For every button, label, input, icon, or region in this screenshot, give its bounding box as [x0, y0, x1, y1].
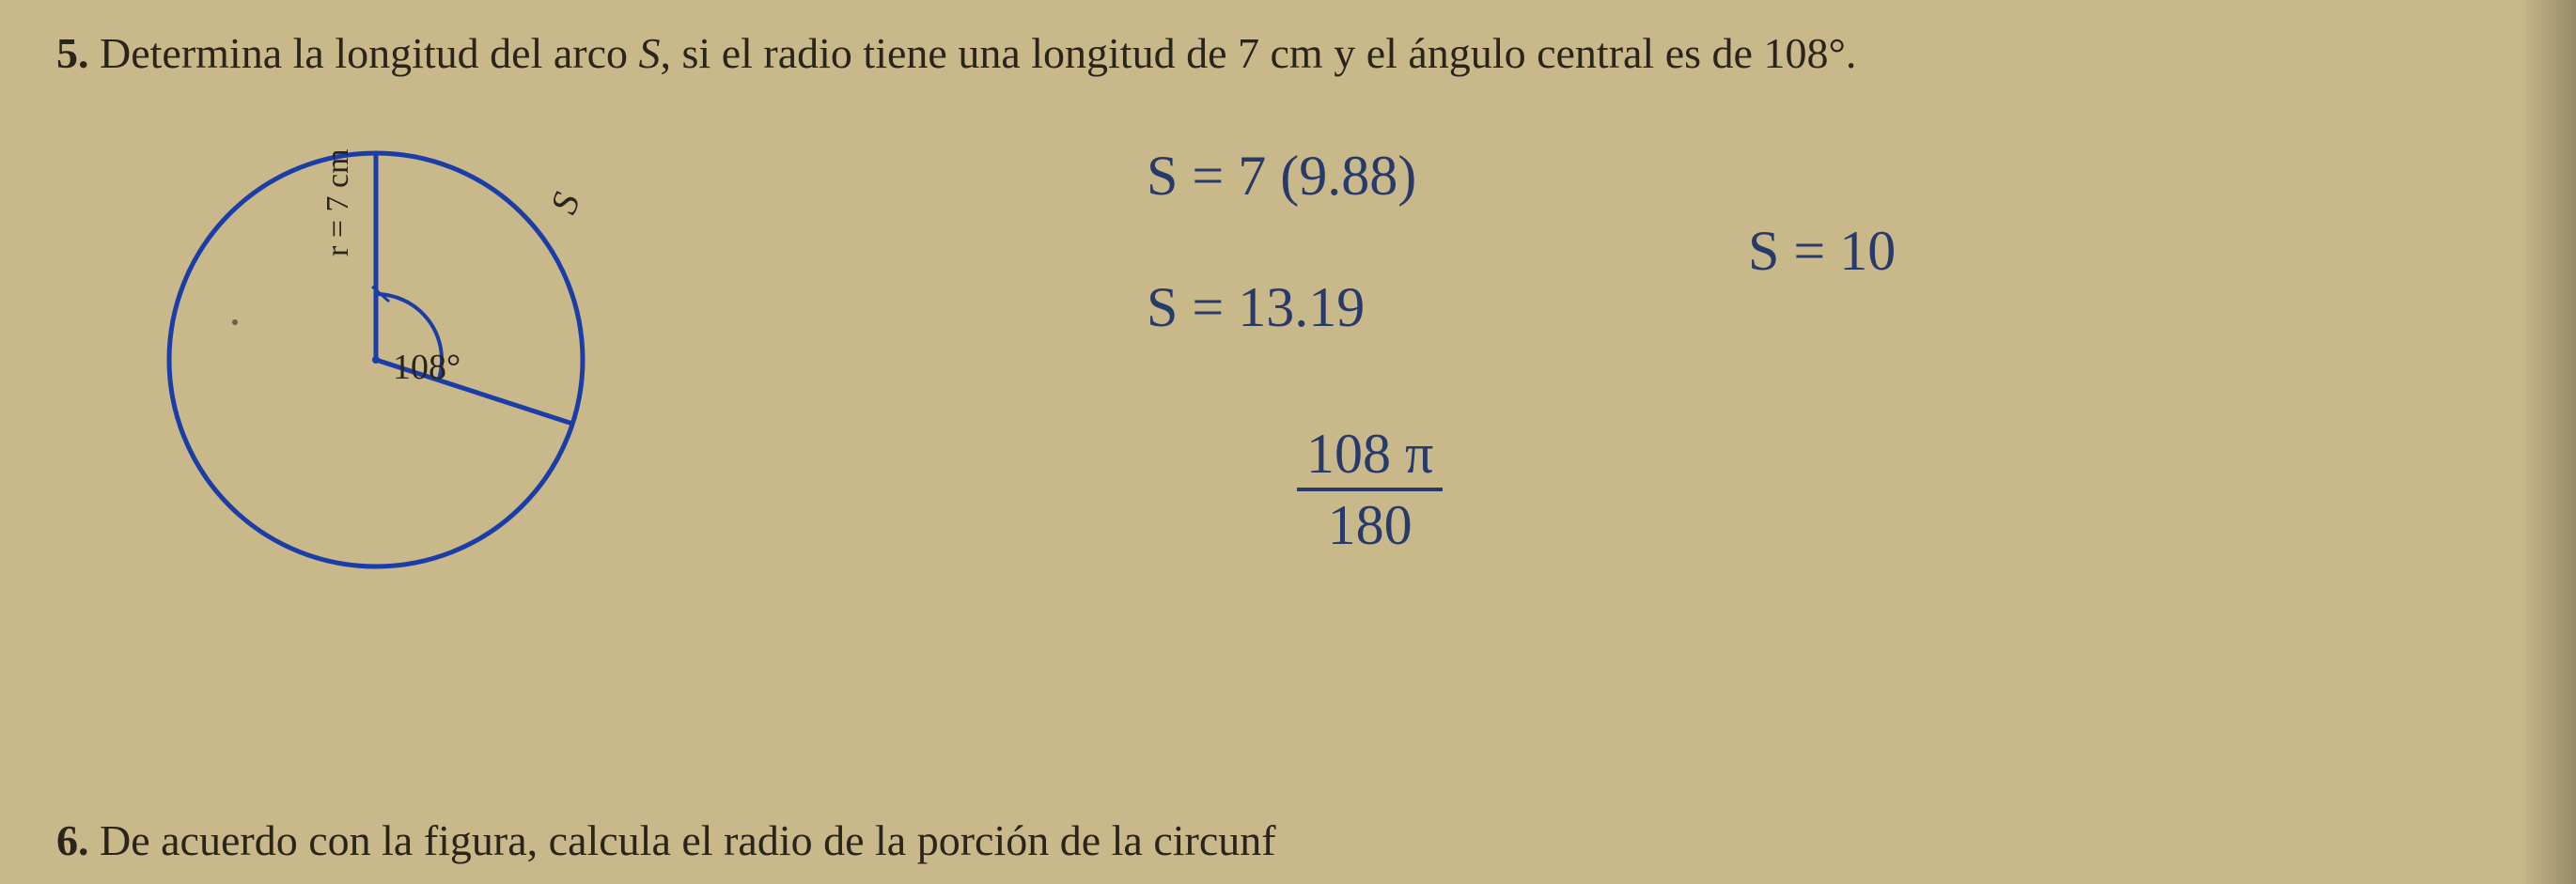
content-row: r = 7 cm 108° S S = 7 (9.88) S = 13.19 S =… [56, 116, 2520, 679]
handwritten-work: S = 7 (9.88) S = 13.19 S = 10 108 π 180 [620, 116, 2520, 679]
circle-svg: r = 7 cm 108° S [132, 116, 620, 604]
problem-6-text: De acuerdo con la figura, calcula el rad… [100, 816, 1276, 864]
problem-5-statement: 5. Determina la longitud del arco S, si … [56, 28, 2520, 78]
problem-6-statement: 6. De acuerdo con la figura, calcula el … [56, 815, 1276, 865]
fraction-numerator: 108 π [1297, 426, 1443, 491]
angle-label: 108° [393, 348, 461, 387]
handwriting-eq1: S = 7 (9.88) [1147, 144, 1416, 209]
arc-label: S [542, 187, 588, 219]
circle-diagram: r = 7 cm 108° S [132, 116, 620, 604]
page: 5. Determina la longitud del arco S, si … [0, 0, 2576, 884]
problem-6-number: 6. [56, 816, 89, 864]
problem-text-before: Determina la longitud del arco [100, 29, 639, 77]
page-curl-shadow [2520, 0, 2576, 884]
problem-var: S [639, 29, 661, 77]
handwriting-fraction: 108 π 180 [1297, 426, 1443, 558]
problem-text-after: , si el radio tiene una longitud de 7 cm… [661, 29, 1857, 77]
radius-label: r = 7 cm [320, 148, 355, 256]
handwriting-eq3: S = 10 [1748, 219, 1896, 284]
handwriting-eq2: S = 13.19 [1147, 275, 1365, 340]
problem-number: 5. [56, 29, 89, 77]
fraction-denominator: 180 [1297, 491, 1443, 553]
